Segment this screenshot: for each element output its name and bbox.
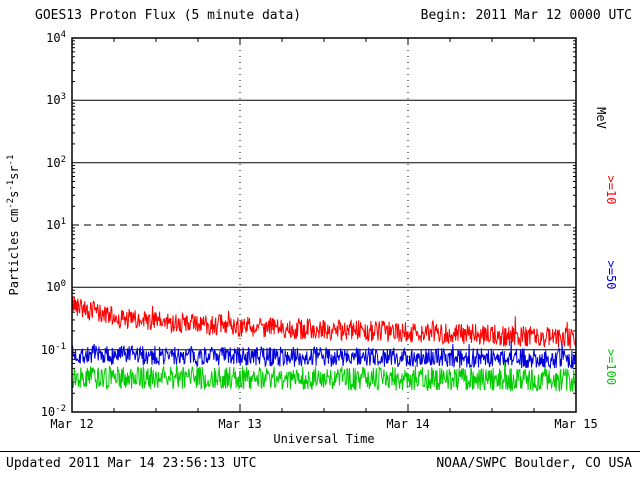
gridlines: [72, 38, 576, 412]
flux-series: [72, 296, 576, 392]
plot-frame: [71, 37, 577, 413]
footer-divider: [0, 451, 640, 452]
y-axis-title: Particles cm-2s-1sr-1: [6, 154, 21, 296]
x-axis-title: Universal Time: [273, 432, 375, 446]
series-line--50-mev: [72, 341, 576, 370]
chart-title: GOES13 Proton Flux (5 minute data): [35, 8, 302, 23]
credit-text: NOAA/SWPC Boulder, CO USA: [436, 456, 632, 471]
series-line--10-mev: [72, 296, 576, 349]
series-line--100-mev: [72, 362, 576, 392]
updated-timestamp: Updated 2011 Mar 14 23:56:13 UTC: [6, 456, 257, 471]
begin-timestamp: Begin: 2011 Mar 12 0000 UTC: [420, 8, 632, 23]
